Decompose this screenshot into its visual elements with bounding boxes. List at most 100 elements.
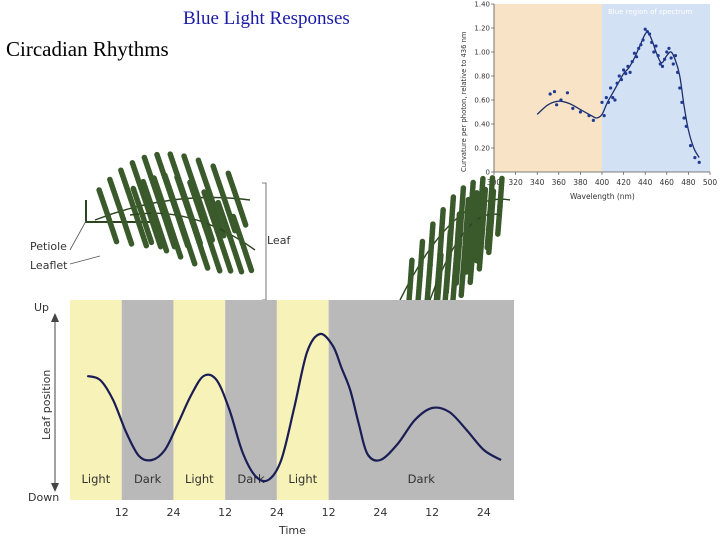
spectrum-data-point <box>604 96 608 100</box>
spectrum-data-point <box>637 46 641 51</box>
pinnule <box>473 216 483 264</box>
y-axis-down-label: Down <box>28 491 59 504</box>
spectrum-data-point <box>647 32 652 36</box>
pinnule <box>225 170 240 202</box>
pinnule <box>477 175 486 223</box>
pinnule <box>200 188 221 235</box>
pinnule <box>210 163 227 202</box>
pinnule <box>449 256 459 308</box>
spectrum-data-point <box>669 56 673 60</box>
leaf-position-axis-label: Leaf position <box>40 370 53 440</box>
spectrum-data-point <box>639 43 643 47</box>
pinnule <box>118 167 137 211</box>
pinnule <box>486 219 494 256</box>
pinnule <box>462 196 472 251</box>
spectrum-y-tick-label: 1.40 <box>474 1 490 9</box>
pinnule <box>239 240 255 274</box>
pinnule <box>118 208 135 247</box>
spectrum-data-point <box>684 124 688 128</box>
spectrum-region-0 <box>494 4 602 172</box>
pinnule <box>177 216 198 267</box>
pinnule <box>467 179 476 231</box>
pinnule <box>195 157 214 201</box>
pinnule <box>215 199 233 240</box>
spectrum-data-point <box>559 98 563 102</box>
spectrum-x-tick-label: 500 <box>703 178 718 187</box>
blue-region-label: Blue region of spectrum <box>608 8 692 16</box>
spectrum-y-tick-label: 0.20 <box>474 145 490 153</box>
pinnule <box>488 188 497 225</box>
spectrum-x-tick-label: 380 <box>573 178 588 187</box>
spectrum-data-point <box>676 70 680 74</box>
pinnule <box>140 178 158 219</box>
pinnule <box>479 186 489 232</box>
band-label: Dark <box>237 472 265 486</box>
band-dark <box>328 300 514 500</box>
band-label: Light <box>185 472 214 486</box>
pinnule <box>150 174 171 221</box>
pinnule <box>417 238 426 280</box>
light-dark-bands: Light Dark Light Dark Light Dark <box>70 300 514 500</box>
leaf-right-drawing <box>399 174 511 319</box>
band-label: Dark <box>134 472 162 486</box>
pinnule <box>234 196 249 228</box>
time-axis-label: Time <box>278 524 306 537</box>
pinnule <box>164 214 184 261</box>
spectrum-data-point <box>656 54 660 58</box>
pinnule <box>436 252 444 289</box>
spectrum-data-point <box>693 156 697 160</box>
spectrum-data-point <box>548 92 552 96</box>
spectrum-x-tick-label: 340 <box>530 178 545 187</box>
circadian-axes: 12 24 12 24 12 24 12 24 <box>51 313 491 519</box>
spectrum-data-point <box>643 27 647 31</box>
spectrum-data-point <box>663 57 667 61</box>
spectrum-points <box>548 27 701 164</box>
pinnule <box>495 203 503 237</box>
spectrum-data-point <box>555 103 559 107</box>
leaf-left-drawing <box>85 151 256 275</box>
pinnule <box>458 244 468 299</box>
spectrum-data-point <box>660 64 665 68</box>
spectrum-data-point <box>606 100 611 104</box>
spectrum-data-point <box>641 38 645 42</box>
pinnule <box>230 213 246 247</box>
time-tick-label: 12 <box>322 506 336 519</box>
spectrum-data-point <box>678 86 682 90</box>
spectrum-y-tick-label: 1.00 <box>474 49 490 57</box>
petiole-label: Petiole <box>30 240 67 253</box>
pinnule <box>437 206 446 258</box>
spectrum-data-point <box>571 106 575 110</box>
petiole-stem <box>85 200 150 223</box>
title-blue-light-responses: Blue Light Responses <box>183 8 350 29</box>
band-light <box>173 300 226 500</box>
spectrum-data-point <box>602 114 606 118</box>
spectrum-data-point <box>615 81 619 85</box>
spectrum-x-tick-label: 360 <box>552 178 567 187</box>
spectrum-data-point <box>645 30 649 34</box>
spectrum-data-point <box>552 90 557 94</box>
spectrum-fit-curve <box>536 31 700 158</box>
pinnule <box>467 234 477 287</box>
spectrum-data-point <box>624 72 628 76</box>
pinnule <box>214 228 234 275</box>
pinnule <box>174 174 196 226</box>
spectrum-data-point <box>578 110 583 114</box>
petiole-pointer <box>69 220 87 251</box>
pinnule <box>107 176 124 215</box>
y-axis-up-label: Up <box>34 301 49 314</box>
spectrum-x-tick-label: 420 <box>616 178 631 187</box>
spectrum-data-point <box>650 40 654 45</box>
band-label: Dark <box>408 472 436 486</box>
band-label: Light <box>288 472 317 486</box>
pinnule <box>227 234 245 275</box>
leaf-label: Leaf <box>267 234 291 247</box>
spectrum-data-point <box>622 68 626 72</box>
pinnule <box>143 201 164 250</box>
pinnule <box>423 262 433 309</box>
band-dark <box>121 300 174 500</box>
leaflet-label: Leaflet <box>30 259 68 272</box>
time-tick-label: 12 <box>218 506 232 519</box>
pinnule <box>187 179 208 230</box>
